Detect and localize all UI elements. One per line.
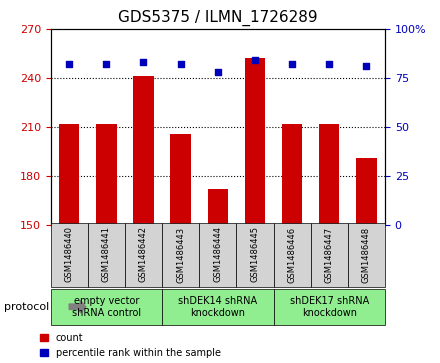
- Point: [289, 61, 296, 67]
- FancyBboxPatch shape: [311, 223, 348, 287]
- FancyBboxPatch shape: [236, 223, 274, 287]
- FancyBboxPatch shape: [274, 289, 385, 325]
- Point: [177, 61, 184, 67]
- Bar: [208, 189, 228, 225]
- FancyBboxPatch shape: [162, 289, 274, 325]
- Text: GSM1486446: GSM1486446: [288, 227, 297, 282]
- Point: [66, 61, 73, 67]
- Text: GSM1486443: GSM1486443: [176, 227, 185, 282]
- Text: GSM1486442: GSM1486442: [139, 227, 148, 282]
- Text: GSM1486448: GSM1486448: [362, 227, 371, 282]
- Point: [103, 61, 110, 67]
- Bar: [245, 58, 265, 225]
- Point: [326, 61, 333, 67]
- FancyBboxPatch shape: [274, 223, 311, 287]
- FancyBboxPatch shape: [125, 223, 162, 287]
- Text: GSM1486447: GSM1486447: [325, 227, 334, 282]
- Title: GDS5375 / ILMN_1726289: GDS5375 / ILMN_1726289: [118, 10, 318, 26]
- Text: GSM1486440: GSM1486440: [65, 227, 73, 282]
- Text: shDEK14 shRNA
knockdown: shDEK14 shRNA knockdown: [178, 296, 257, 318]
- Bar: [282, 124, 302, 225]
- FancyArrow shape: [69, 301, 86, 313]
- Bar: [170, 134, 191, 225]
- Point: [363, 64, 370, 69]
- Bar: [133, 76, 154, 225]
- Text: GSM1486444: GSM1486444: [213, 227, 222, 282]
- Bar: [96, 124, 117, 225]
- Text: GSM1486445: GSM1486445: [250, 227, 260, 282]
- FancyBboxPatch shape: [348, 223, 385, 287]
- Point: [251, 57, 258, 63]
- FancyBboxPatch shape: [51, 223, 88, 287]
- FancyBboxPatch shape: [199, 223, 236, 287]
- FancyBboxPatch shape: [51, 289, 162, 325]
- Point: [140, 60, 147, 65]
- Text: empty vector
shRNA control: empty vector shRNA control: [72, 296, 141, 318]
- Bar: [59, 124, 79, 225]
- Text: protocol: protocol: [4, 302, 50, 312]
- Legend: count, percentile rank within the sample: count, percentile rank within the sample: [40, 333, 220, 358]
- Text: GSM1486441: GSM1486441: [102, 227, 111, 282]
- Bar: [319, 124, 340, 225]
- FancyBboxPatch shape: [162, 223, 199, 287]
- Point: [214, 69, 221, 75]
- FancyBboxPatch shape: [88, 223, 125, 287]
- Bar: [356, 158, 377, 225]
- Text: shDEK17 shRNA
knockdown: shDEK17 shRNA knockdown: [290, 296, 369, 318]
